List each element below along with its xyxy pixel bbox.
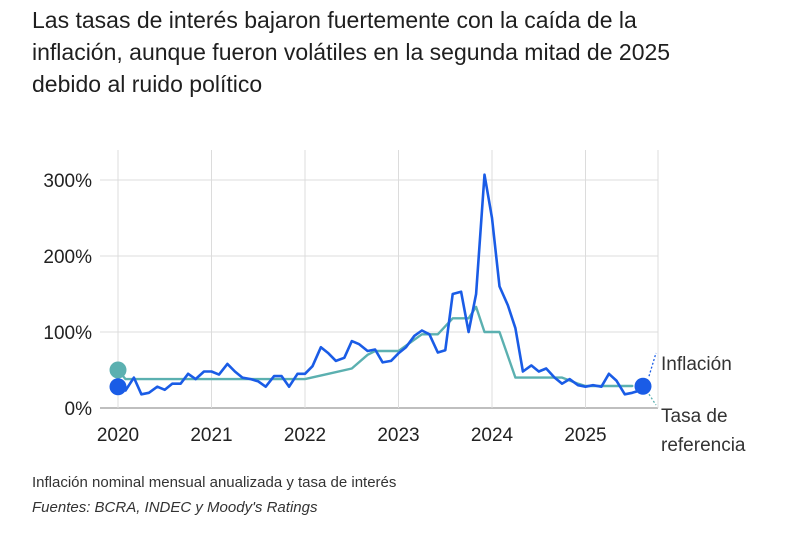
inflation-leader-line [648,352,657,377]
title-line: debido al ruido político [32,71,263,97]
series-labels: Inflación Tasa de referencia [648,352,746,456]
x-tick-label: 2021 [190,425,232,446]
x-tick-label: 2024 [471,425,514,446]
y-axis-labels: 0% 100% 200% 300% [43,171,92,420]
source-note: Fuentes: BCRA, INDEC y Moody's Ratings [32,499,318,516]
reference-leader-line [648,393,657,406]
inflation-line [116,173,650,396]
y-tick-label: 200% [43,247,92,268]
chart-title: Las tasas de interés bajaron fuertemente… [32,4,772,100]
grid [100,150,659,409]
x-tick-label: 2020 [97,425,139,446]
inflation-start-marker [109,378,127,396]
inflation-series-label: Inflación [661,354,732,375]
y-tick-label: 100% [43,323,92,344]
end-marker [634,377,652,395]
reference-start-marker [109,361,127,379]
y-tick-label: 300% [43,171,92,192]
series-lines [116,173,650,396]
reference-series-label-2: referencia [661,435,746,456]
title-line: Las tasas de interés bajaron fuertemente… [32,7,637,33]
series-markers [109,361,652,396]
title-line: inflación, aunque fueron volátiles en la… [32,39,671,65]
y-tick-label: 0% [65,399,93,420]
x-tick-label: 2025 [564,425,606,446]
x-axis-labels: 2020 2021 2022 2023 2024 2025 [97,425,607,446]
reference-rate-line [116,305,634,388]
x-tick-label: 2022 [284,425,326,446]
footnote: Inflación nominal mensual anualizada y t… [32,474,397,491]
reference-series-label: Tasa de [661,406,728,427]
x-tick-label: 2023 [377,425,419,446]
